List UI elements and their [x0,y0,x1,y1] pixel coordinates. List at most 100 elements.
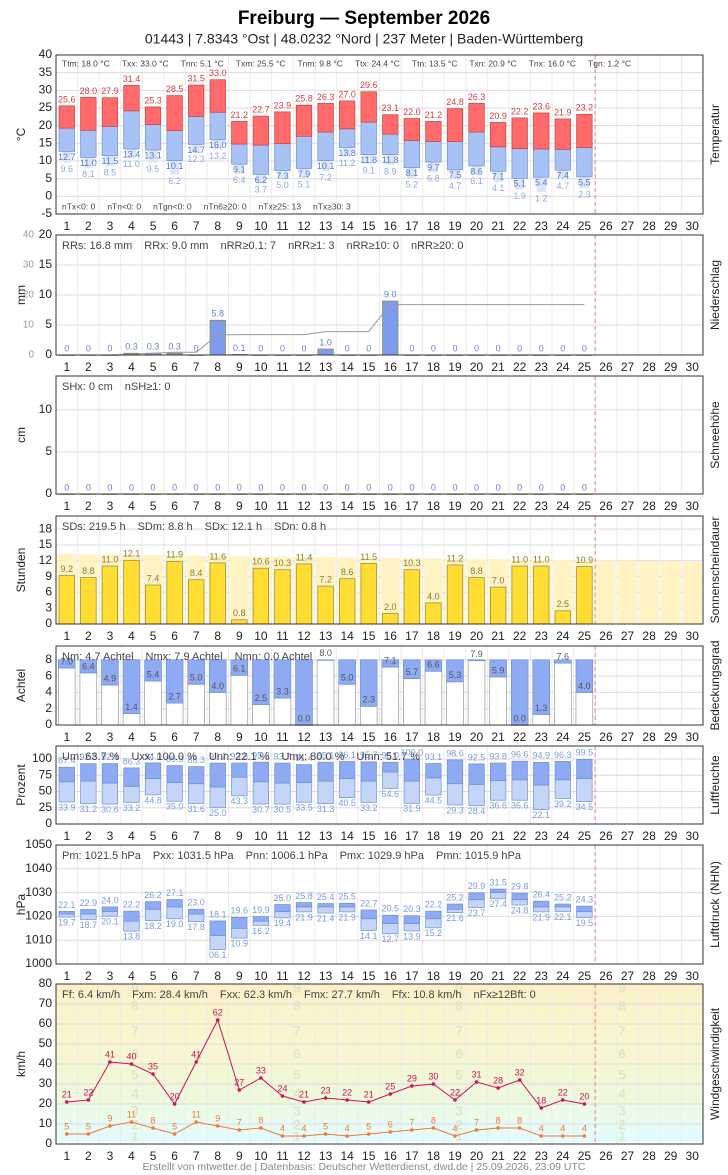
cloud-bar [165,659,184,704]
day-label: 24 [556,629,570,643]
lower-bar [188,783,205,804]
beaufort-label: 3 [455,1103,463,1119]
plot-frame [55,844,704,965]
max-label: 86.3 [123,756,141,766]
day-label: 26 [599,629,613,643]
ground-label: 8.5 [104,168,117,178]
bar [382,613,399,625]
day-label: 9 [236,629,243,643]
lower-bar [490,780,507,801]
day-label: 8 [214,829,221,843]
ground-bar [169,160,180,175]
y-tick-label: 18 [39,521,53,535]
max-label: 20.5 [382,904,400,914]
bar [490,586,507,625]
value-label: 7.0 [492,575,505,585]
day-label: 2 [85,969,92,983]
day-label: 24 [556,1149,570,1163]
bar [209,562,226,625]
day-label: 24 [556,730,570,744]
day-label: 11 [276,1149,289,1163]
ground-label: 8.9 [384,166,397,176]
lower-bar [166,130,183,161]
upper-bar [80,97,97,131]
value-label: 28 [493,1075,503,1085]
day-label: 18 [427,219,441,233]
min-label: 30.7 [252,804,270,814]
value-label: 7.4 [147,573,160,583]
wind-dot [582,1134,587,1138]
value-label: 6.1 [233,664,246,674]
lower-bar [231,927,248,939]
max-label: 27.0 [338,89,356,99]
plot-frame [55,515,704,625]
day-label: 30 [686,219,700,233]
day-label: 28 [642,969,656,983]
side-label: Sonnenscheindauer [708,517,722,624]
day-label: 7 [193,629,200,643]
max-label: 93.8 [231,751,249,761]
value-label: 0 [409,482,414,492]
clear-bar [101,684,119,726]
ground-bar [428,162,439,173]
stat: Tnm: 9.8 °C [297,58,342,68]
lower-bar [554,148,571,171]
y-tick-label: 10 [39,153,53,167]
day-label: 29 [664,1149,678,1163]
clear-bar [165,702,184,726]
value-label: 0 [129,482,134,492]
upper-bar [58,766,75,783]
wind-dot [129,1062,134,1066]
day-label: 9 [236,730,243,744]
lower-bar [533,906,550,913]
stat: Fmx: 27.7 km/h [304,989,380,1001]
day-label: 27 [621,499,635,513]
upper-bar [209,762,226,788]
wind-dot [237,1088,242,1092]
day-label: 13 [319,629,333,643]
plot-frame [55,745,704,825]
wind-dot [237,1128,242,1132]
lower-bar [490,146,507,172]
bar [533,565,550,625]
y-tick-label: 40 [39,1056,53,1070]
min-label: 14.1 [360,931,378,941]
y-tick-label: 1010 [25,932,52,946]
upper-bar [533,112,550,150]
value-label: 0 [366,482,371,492]
wind-dot [561,1098,565,1102]
day-label: 9 [236,969,243,983]
clear-bar [208,692,227,726]
day-label: 19 [448,969,462,983]
day-label: 28 [642,730,656,744]
max-label: 94.0 [144,751,162,761]
min-label: 29.3 [446,805,464,815]
y-tick-label: 10 [39,402,53,416]
max-label: 25.8 [295,94,313,104]
min-label: 33.5 [295,803,313,813]
y-tick-label: 1040 [25,861,52,875]
stat: Fxx: 62.3 km/h [220,989,292,1001]
clear-bar [446,681,464,726]
upper-bar [252,916,269,922]
bar [382,300,399,356]
cloud-bar [58,659,76,669]
day-label: 1 [63,219,70,233]
clear-bar [338,683,356,726]
bar [209,319,226,356]
max-label: 93.7 [209,751,227,761]
min-label: 36.6 [489,801,507,811]
side-label: Windgeschwindigkeit [708,1007,722,1120]
ground-label: 5.2 [406,179,419,189]
possible-bar [660,561,681,624]
max-label: 93.8 [489,751,507,761]
value-label: 0.1 [233,343,246,353]
lower-bar [511,148,528,179]
clear-bar [424,670,443,726]
min-label: 30.5 [274,805,292,815]
day-label: 17 [405,969,419,983]
upper-bar [382,914,399,924]
y-tick-label: 0 [45,1136,52,1150]
day-label: 11 [276,499,289,513]
min-label: 43.3 [231,796,249,806]
